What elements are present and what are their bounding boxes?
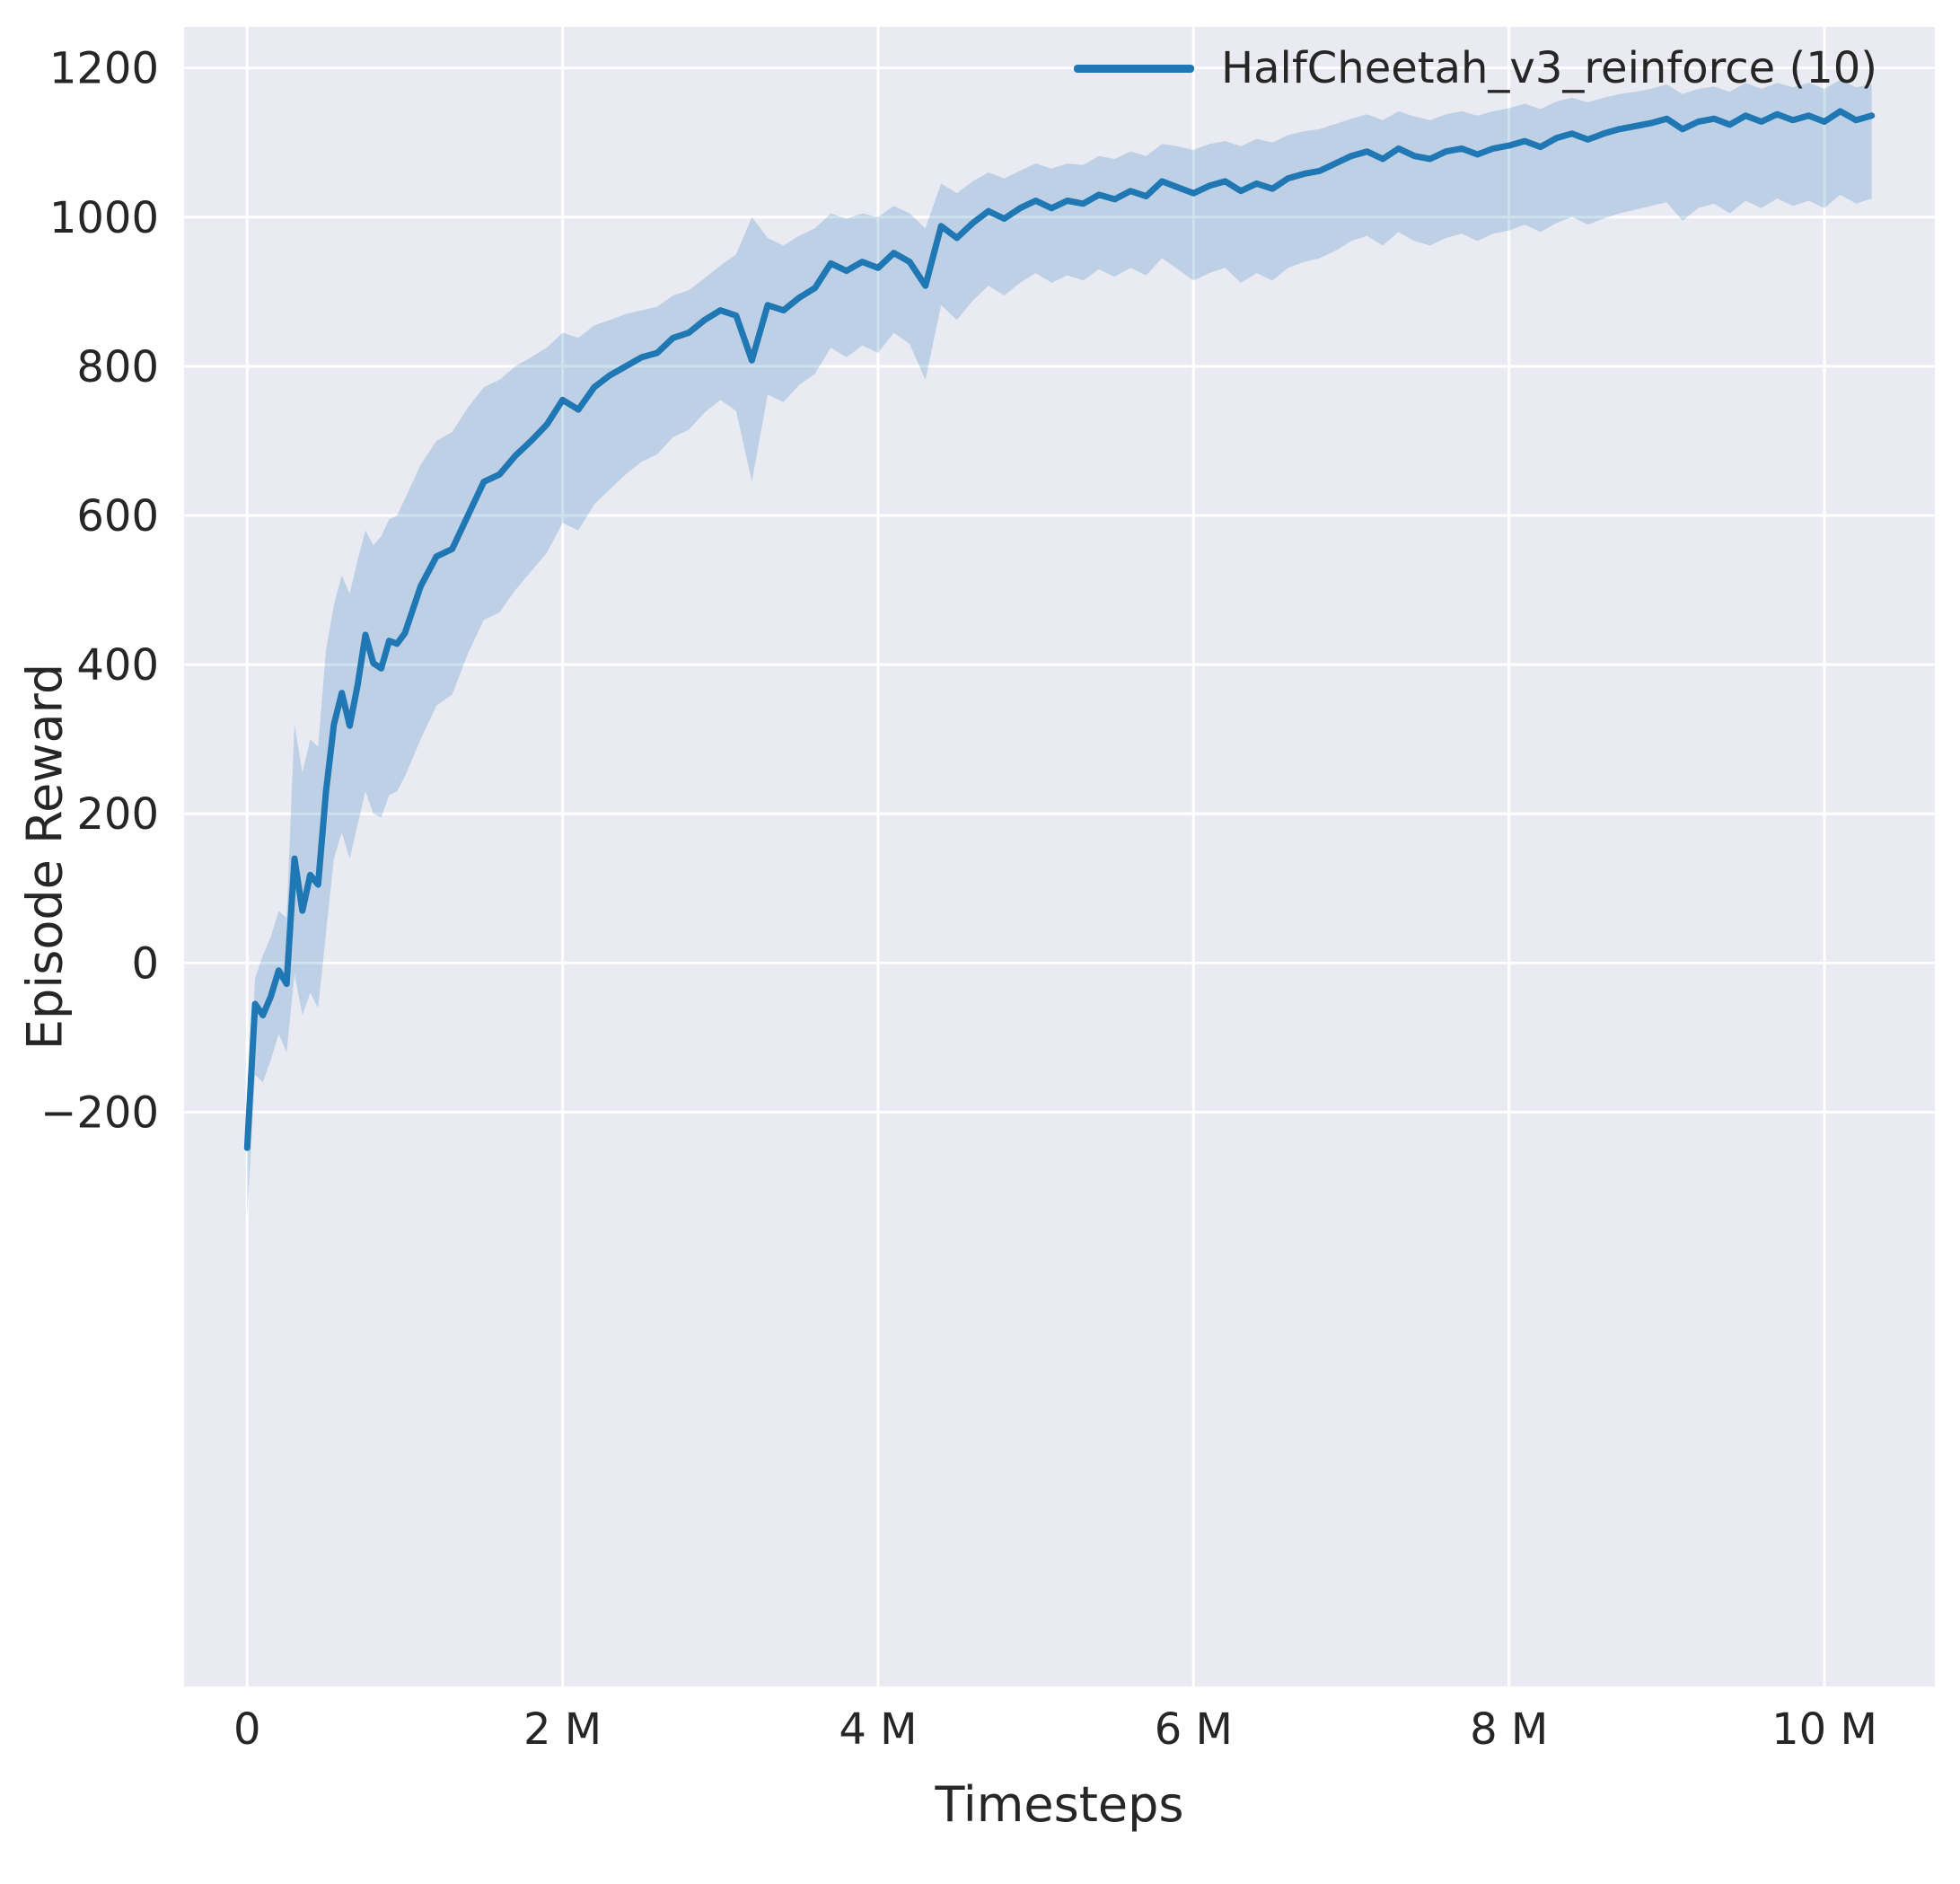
x-tick-label: 4 M bbox=[839, 1704, 917, 1755]
x-tick-label: 10 M bbox=[1771, 1704, 1877, 1755]
x-axis-label: Timesteps bbox=[935, 1776, 1184, 1833]
y-axis-label: Episode Reward bbox=[16, 663, 74, 1051]
y-tick-label: 0 bbox=[131, 938, 159, 989]
y-tick-label: 400 bbox=[76, 640, 159, 691]
y-tick-label: 200 bbox=[76, 789, 159, 840]
mean-line bbox=[243, 108, 1876, 1151]
y-tick-label: −200 bbox=[40, 1087, 159, 1138]
y-tick-label: 1000 bbox=[49, 193, 159, 243]
confidence-band bbox=[247, 80, 1872, 1217]
y-tick-label: 600 bbox=[76, 491, 159, 541]
legend: HalfCheetah_v3_reinforce (10) bbox=[1074, 47, 1877, 90]
y-tick-label: 800 bbox=[76, 342, 159, 392]
legend-label: HalfCheetah_v3_reinforce (10) bbox=[1221, 43, 1877, 93]
x-tick-label: 2 M bbox=[523, 1704, 602, 1755]
legend-line-swatch bbox=[1074, 64, 1195, 73]
x-tick-label: 0 bbox=[233, 1704, 261, 1755]
plot-background bbox=[184, 27, 1935, 1686]
y-tick-label: 1200 bbox=[49, 44, 159, 94]
x-tick-label: 6 M bbox=[1155, 1704, 1233, 1755]
x-tick-label: 8 M bbox=[1470, 1704, 1548, 1755]
